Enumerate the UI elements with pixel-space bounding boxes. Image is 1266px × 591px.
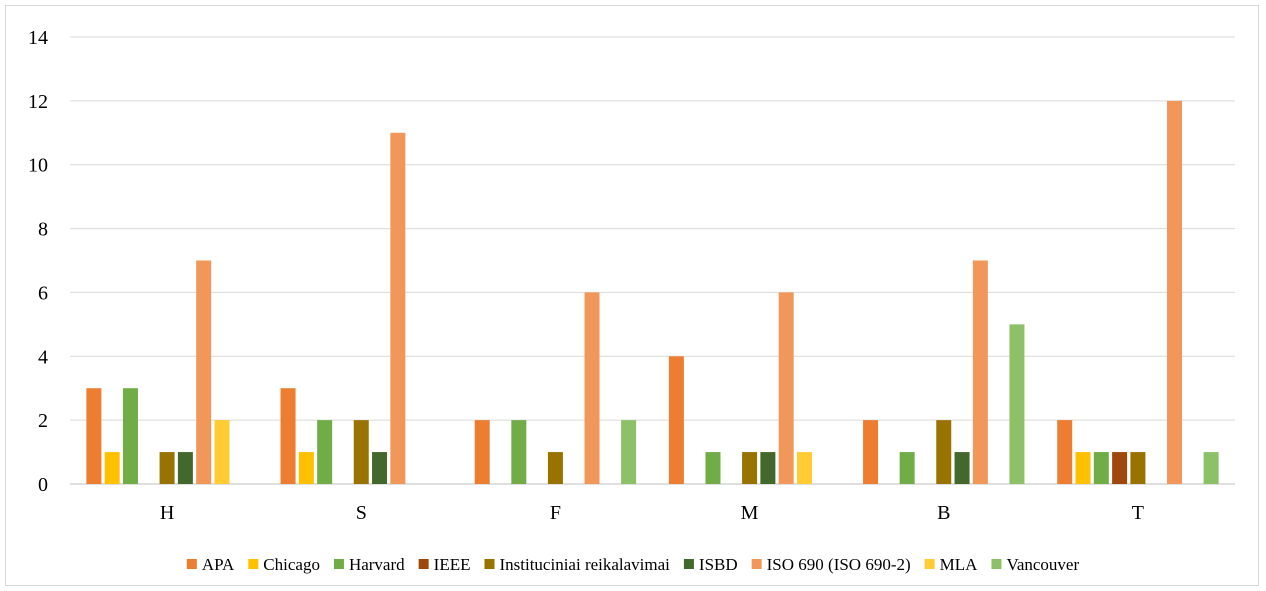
legend-swatch-isbd xyxy=(683,559,694,569)
legend-label: ISBD xyxy=(699,555,738,574)
y-axis-tick-labels: 0 2 4 6 8 10 12 14 xyxy=(28,27,48,496)
bar-instituciniai-reikalavimai-b xyxy=(936,420,952,484)
bar-vancouver-f xyxy=(621,420,637,484)
bar-isbd-s xyxy=(372,452,388,484)
x-tick-label: H xyxy=(160,502,174,524)
legend-swatch-chicago xyxy=(248,559,259,569)
gridlines xyxy=(70,36,1235,485)
legend-swatch-ieee xyxy=(418,559,429,569)
legend-swatch-harvard xyxy=(333,559,344,569)
bar-apa-s xyxy=(280,388,296,484)
legend-label: IEEE xyxy=(434,555,471,574)
y-tick-label: 14 xyxy=(28,27,48,49)
bar-instituciniai-reikalavimai-s xyxy=(353,420,369,484)
legend-swatch-apa xyxy=(186,559,197,569)
bar-instituciniai-reikalavimai-t xyxy=(1130,452,1146,484)
bar-harvard-s xyxy=(317,420,333,484)
bar-harvard-h xyxy=(122,388,138,484)
bar-harvard-m xyxy=(705,452,721,484)
bar-isbd-m xyxy=(760,452,776,484)
bar-iso-690-iso-690-2--s xyxy=(390,132,406,485)
bar-apa-f xyxy=(474,420,490,484)
bar-iso-690-iso-690-2--t xyxy=(1167,100,1183,484)
y-tick-label: 12 xyxy=(28,91,48,113)
bar-apa-m xyxy=(668,356,684,484)
legend: APA Chicago Harvard IEEE Instituciniai reika… xyxy=(186,555,1079,574)
bar-harvard-f xyxy=(511,420,527,484)
x-tick-label: F xyxy=(550,502,561,524)
legend-label: Harvard xyxy=(349,555,405,574)
bar-iso-690-iso-690-2--m xyxy=(778,292,794,484)
bars xyxy=(86,100,1219,485)
y-tick-label: 6 xyxy=(38,282,48,304)
legend-label: ISO 690 (ISO 690-2) xyxy=(767,555,911,574)
bar-vancouver-t xyxy=(1203,452,1219,484)
y-tick-label: 4 xyxy=(38,346,48,368)
legend-swatch-vancouver xyxy=(991,559,1002,569)
x-tick-label: S xyxy=(356,502,367,524)
legend-label: MLA xyxy=(940,555,979,574)
x-tick-label: B xyxy=(937,502,950,524)
bar-mla-h xyxy=(214,420,230,484)
bar-chicago-t xyxy=(1075,452,1091,484)
bar-instituciniai-reikalavimai-f xyxy=(547,452,563,484)
bar-harvard-t xyxy=(1093,452,1109,484)
bar-ieee-t xyxy=(1112,452,1128,484)
legend-label: Chicago xyxy=(263,555,320,574)
legend-swatch-mla xyxy=(924,559,935,569)
bar-chicago-h xyxy=(104,452,120,484)
bar-vancouver-b xyxy=(1009,324,1025,484)
y-tick-label: 8 xyxy=(38,219,48,241)
bar-iso-690-iso-690-2--f xyxy=(584,292,600,484)
bar-iso-690-iso-690-2--h xyxy=(196,260,212,484)
x-tick-label: M xyxy=(741,502,759,524)
y-tick-label: 10 xyxy=(28,155,48,177)
chart-frame xyxy=(5,5,1259,586)
bar-chicago-s xyxy=(298,452,314,484)
bar-apa-t xyxy=(1057,420,1073,484)
y-tick-label: 0 xyxy=(38,474,48,496)
bar-apa-h xyxy=(86,388,102,484)
bar-isbd-h xyxy=(177,452,193,484)
bar-apa-b xyxy=(863,420,879,484)
x-tick-label: T xyxy=(1132,502,1144,524)
legend-label: Instituciniai reikalavimai xyxy=(499,555,670,574)
legend-label: Vancouver xyxy=(1006,555,1079,574)
bar-mla-m xyxy=(796,452,812,484)
bar-iso-690-iso-690-2--b xyxy=(972,260,988,484)
y-tick-label: 2 xyxy=(38,410,48,432)
legend-swatch-iso-690-iso-690-2- xyxy=(751,559,762,569)
legend-label: APA xyxy=(202,555,235,574)
bar-instituciniai-reikalavimai-m xyxy=(742,452,758,484)
bar-isbd-b xyxy=(954,452,970,484)
bar-instituciniai-reikalavimai-h xyxy=(159,452,175,484)
legend-swatch-instituciniai-reikalavimai xyxy=(484,559,495,569)
bar-harvard-b xyxy=(899,452,915,484)
